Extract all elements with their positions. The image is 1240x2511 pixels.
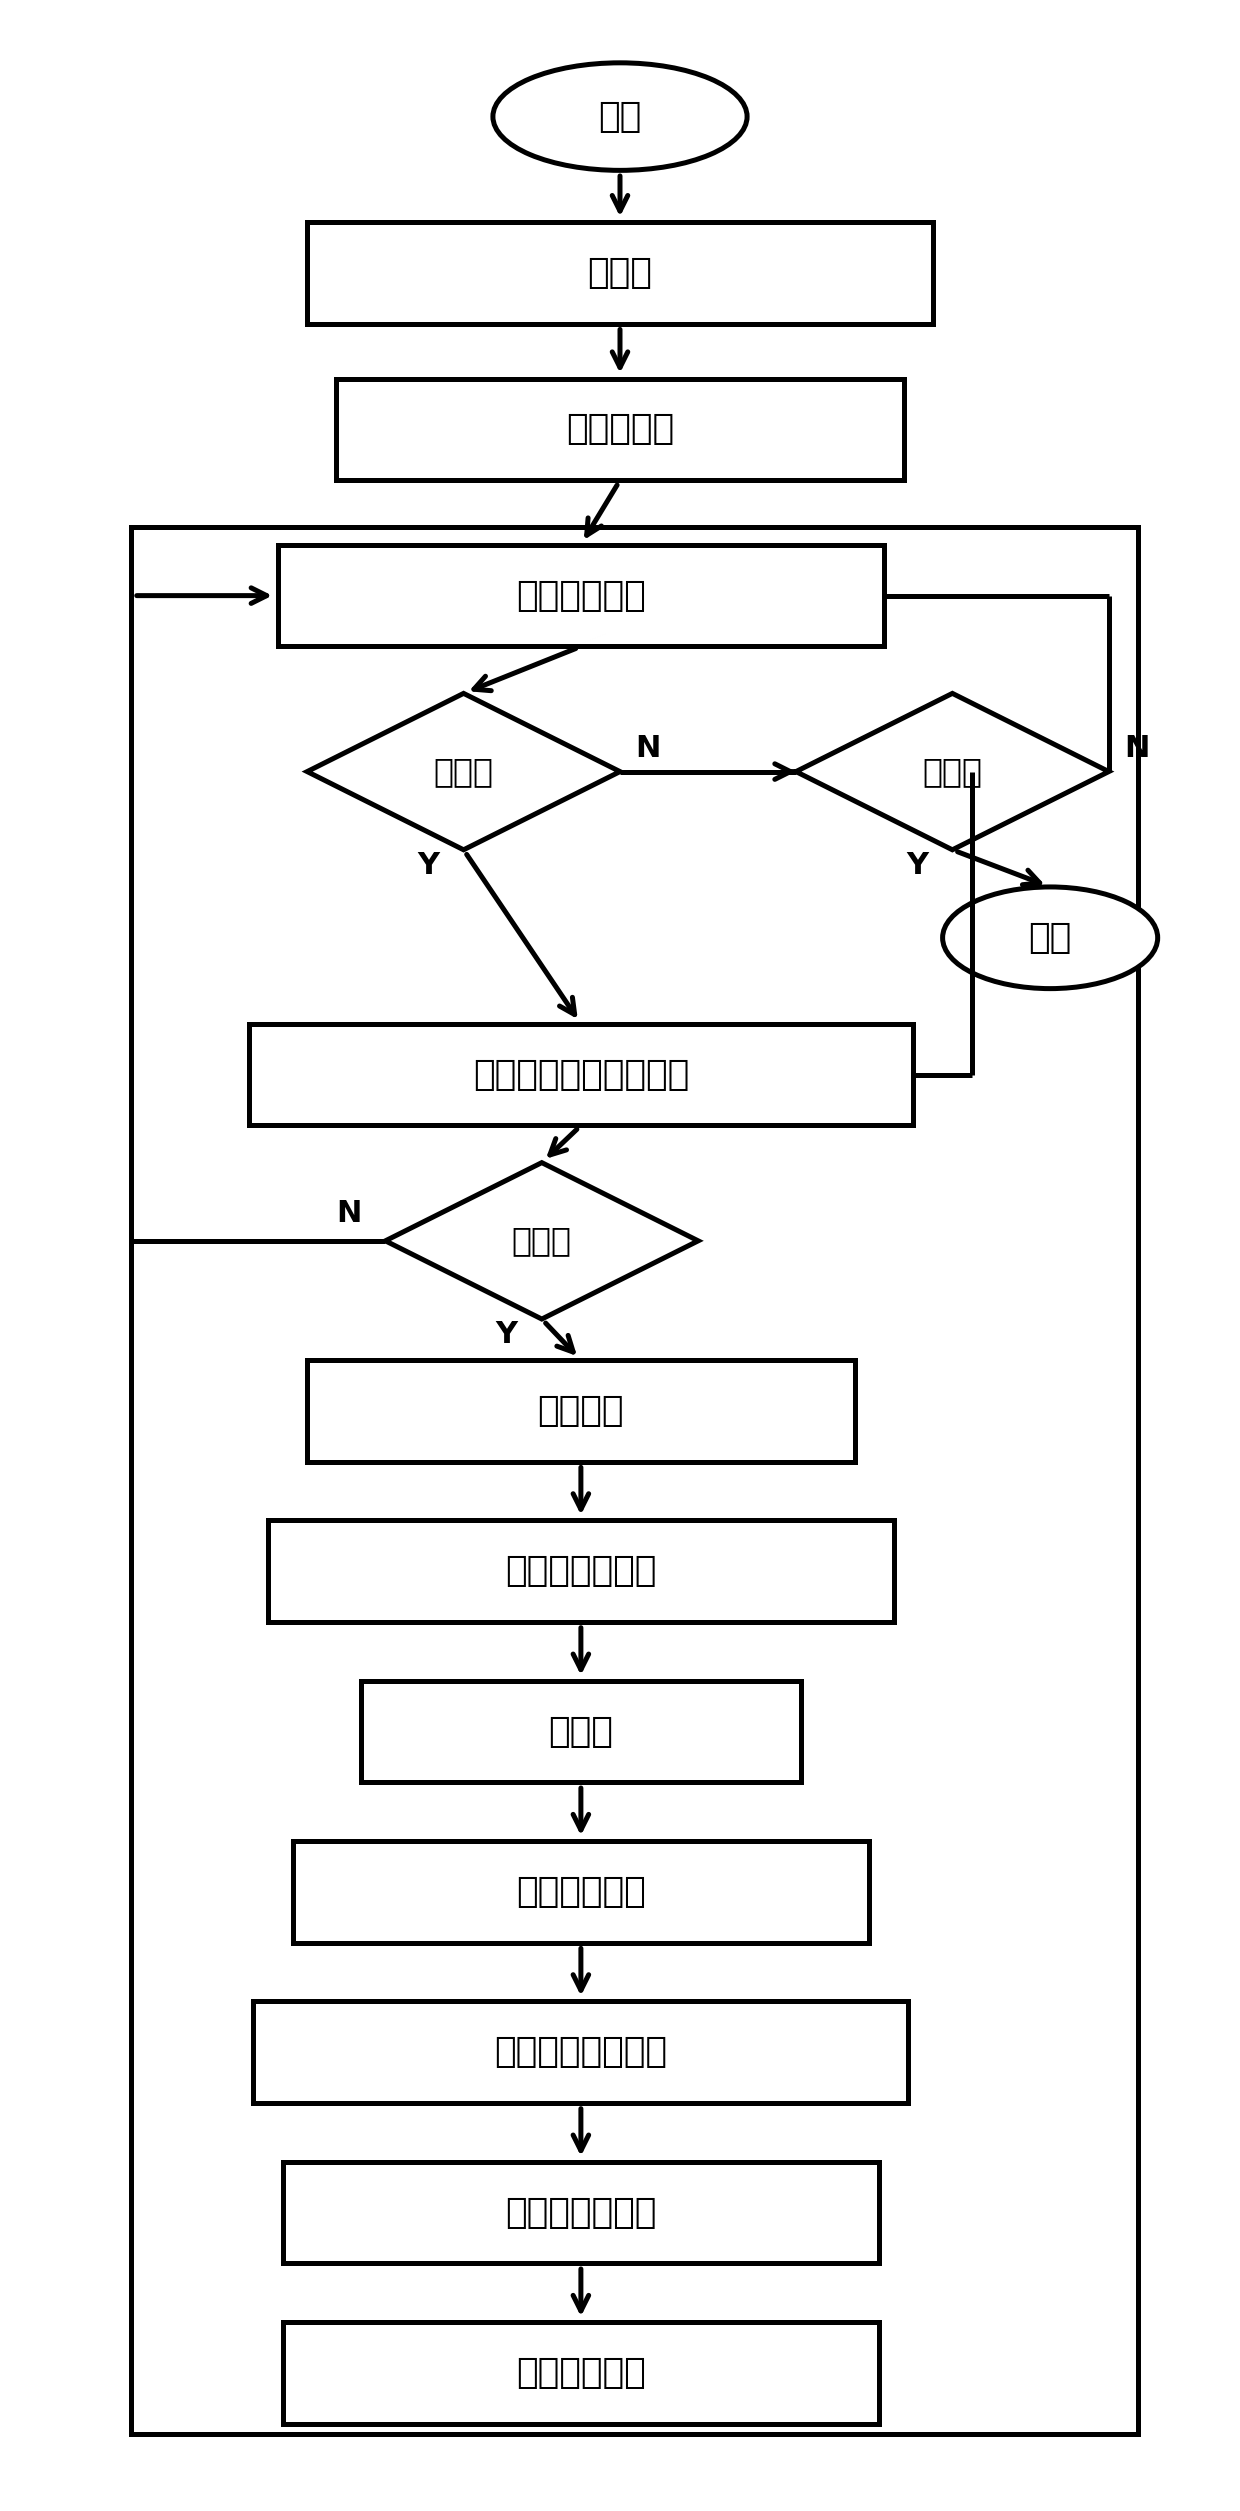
Text: Y: Y (496, 1321, 517, 1348)
Ellipse shape (942, 886, 1158, 989)
Text: 最小二乘法拟合: 最小二乘法拟合 (505, 2195, 657, 2230)
Polygon shape (796, 693, 1109, 849)
FancyBboxPatch shape (336, 379, 904, 480)
Text: 处理否: 处理否 (512, 1225, 572, 1258)
FancyBboxPatch shape (131, 527, 1138, 2433)
FancyBboxPatch shape (268, 1522, 894, 1622)
Text: 预处理删除暗区: 预处理删除暗区 (505, 1554, 657, 1589)
Text: 结束？: 结束？ (923, 756, 982, 788)
Text: 抓拍？: 抓拍？ (434, 756, 494, 788)
Text: 初始化: 初始化 (588, 256, 652, 289)
FancyBboxPatch shape (248, 1024, 914, 1125)
Text: Y: Y (906, 851, 929, 879)
Text: 图像采集、存储、打开: 图像采集、存储、打开 (472, 1057, 689, 1092)
Text: 退出: 退出 (1028, 922, 1071, 954)
Text: 边缘检测记录数据: 边缘检测记录数据 (495, 2036, 667, 2069)
FancyBboxPatch shape (293, 1841, 869, 1944)
Text: 图像增强: 图像增强 (538, 1394, 624, 1429)
Text: 图像实时显示: 图像实时显示 (516, 578, 646, 613)
Text: 阈値化: 阈値化 (548, 1715, 614, 1748)
Text: 去噪优化边缘: 去噪优化边缘 (516, 1876, 646, 1908)
Polygon shape (308, 693, 620, 849)
FancyBboxPatch shape (283, 2323, 879, 2423)
FancyBboxPatch shape (308, 221, 932, 324)
Text: N: N (336, 1198, 362, 1228)
FancyBboxPatch shape (283, 2162, 879, 2262)
Text: 计算输出结果: 计算输出结果 (516, 2355, 646, 2390)
Text: 开始: 开始 (599, 100, 641, 133)
FancyBboxPatch shape (278, 545, 884, 645)
Text: N: N (1125, 733, 1149, 763)
Polygon shape (386, 1163, 698, 1318)
Text: Y: Y (418, 851, 439, 879)
FancyBboxPatch shape (308, 1361, 854, 1461)
Ellipse shape (494, 63, 746, 171)
FancyBboxPatch shape (253, 2001, 909, 2104)
Text: N: N (636, 733, 661, 763)
FancyBboxPatch shape (361, 1680, 801, 1783)
Text: 进入主界面: 进入主界面 (565, 412, 675, 447)
